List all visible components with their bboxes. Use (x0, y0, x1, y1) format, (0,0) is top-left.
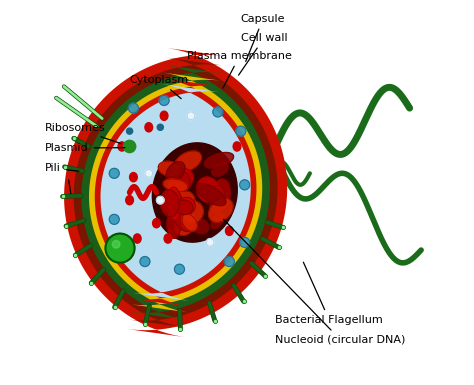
Circle shape (236, 126, 246, 136)
Text: Plasma membrane: Plasma membrane (187, 51, 292, 88)
Polygon shape (196, 183, 226, 206)
Circle shape (206, 239, 214, 246)
Circle shape (213, 107, 223, 117)
Polygon shape (211, 213, 224, 229)
Polygon shape (204, 152, 234, 168)
Circle shape (140, 256, 150, 266)
Polygon shape (82, 65, 270, 320)
Polygon shape (95, 78, 256, 307)
Ellipse shape (145, 123, 153, 132)
Circle shape (156, 196, 164, 204)
Circle shape (109, 214, 119, 224)
Circle shape (240, 238, 250, 247)
Polygon shape (168, 169, 193, 191)
Text: Cytoplasm: Cytoplasm (129, 75, 189, 99)
Circle shape (174, 264, 184, 274)
Text: Bacterial Flagellum: Bacterial Flagellum (275, 262, 383, 325)
Text: Nucleoid (circular DNA): Nucleoid (circular DNA) (224, 219, 406, 345)
Polygon shape (163, 179, 188, 192)
Polygon shape (166, 162, 185, 182)
Circle shape (187, 112, 195, 120)
Polygon shape (100, 84, 251, 301)
Polygon shape (64, 48, 287, 337)
Polygon shape (179, 198, 195, 214)
Text: Cell wall: Cell wall (238, 33, 287, 75)
Polygon shape (182, 214, 197, 231)
Polygon shape (73, 57, 278, 328)
Polygon shape (162, 194, 182, 211)
Circle shape (157, 124, 164, 131)
Polygon shape (158, 161, 181, 176)
Circle shape (105, 234, 135, 263)
Circle shape (145, 169, 153, 177)
Circle shape (127, 128, 133, 134)
Polygon shape (167, 211, 181, 238)
Polygon shape (192, 219, 209, 234)
Ellipse shape (129, 172, 137, 182)
Ellipse shape (164, 234, 172, 243)
Polygon shape (164, 188, 182, 215)
Polygon shape (174, 151, 201, 172)
Circle shape (109, 168, 119, 178)
Ellipse shape (226, 226, 233, 236)
Polygon shape (173, 200, 188, 219)
Text: Capsule: Capsule (241, 14, 285, 62)
Text: Pili: Pili (45, 163, 79, 173)
Polygon shape (182, 201, 203, 223)
Polygon shape (207, 186, 224, 203)
Polygon shape (211, 179, 230, 211)
Polygon shape (166, 186, 180, 205)
Polygon shape (212, 162, 228, 177)
Ellipse shape (233, 142, 241, 151)
Polygon shape (209, 198, 233, 222)
Polygon shape (175, 200, 193, 214)
Circle shape (224, 256, 234, 266)
Ellipse shape (118, 142, 126, 151)
Polygon shape (174, 217, 193, 235)
Polygon shape (173, 171, 190, 191)
Ellipse shape (153, 219, 160, 228)
Text: Plasmid: Plasmid (45, 143, 125, 153)
Ellipse shape (160, 111, 168, 121)
Polygon shape (167, 187, 181, 220)
Circle shape (112, 241, 120, 248)
Polygon shape (210, 197, 222, 213)
Circle shape (128, 103, 138, 113)
Polygon shape (173, 191, 195, 212)
Ellipse shape (126, 196, 133, 205)
Polygon shape (172, 200, 195, 231)
Polygon shape (89, 72, 262, 313)
Circle shape (159, 95, 169, 105)
Polygon shape (197, 177, 219, 203)
Polygon shape (160, 190, 179, 217)
Ellipse shape (152, 143, 237, 242)
Text: Ribosomes: Ribosomes (45, 123, 121, 144)
Ellipse shape (133, 234, 141, 243)
Circle shape (123, 140, 136, 152)
Circle shape (240, 180, 250, 190)
